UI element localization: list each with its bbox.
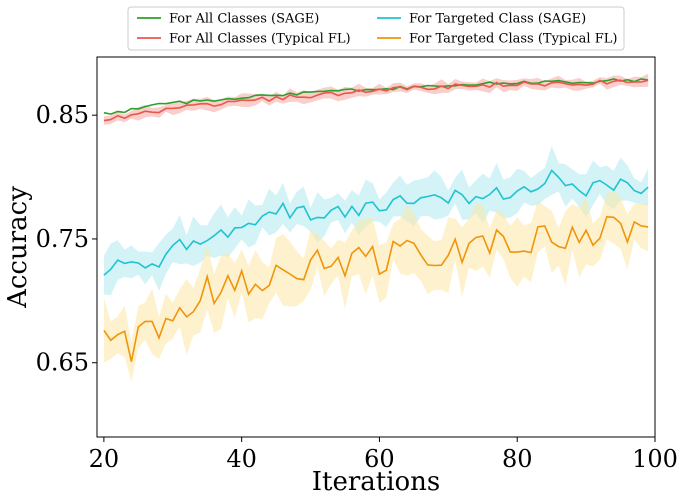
legend-entry-0: For All Classes (SAGE) — [169, 12, 319, 27]
x-tick-label: 20 — [89, 445, 120, 473]
x-tick-label: 40 — [226, 445, 257, 473]
legend-entry-2: For Targeted Class (SAGE) — [409, 12, 586, 27]
y-axis-ticks: 0.65 0.75 0.85 — [36, 101, 97, 377]
y-tick-label: 0.75 — [36, 225, 89, 253]
legend: For All Classes (SAGE) For All Classes (T… — [127, 6, 625, 51]
plot-frame — [96, 56, 656, 438]
x-axis-ticks: 20 40 60 80 100 — [89, 437, 678, 473]
series-line-2 — [103, 169, 649, 276]
y-axis-label: Accuracy — [3, 186, 33, 309]
x-axis-label: Iterations — [312, 467, 441, 497]
x-tick-label: 100 — [632, 445, 678, 473]
y-tick-label: 0.65 — [36, 349, 89, 377]
x-tick-label: 80 — [502, 445, 533, 473]
confidence-bands — [103, 73, 649, 382]
legend-entry-3: For Targeted Class (Typical FL) — [409, 32, 617, 47]
legend-entry-1: For All Classes (Typical FL) — [169, 32, 351, 47]
series-line-1 — [103, 79, 649, 122]
band-3 — [103, 191, 649, 382]
x-tick-label: 60 — [364, 445, 395, 473]
legend-box — [127, 6, 625, 51]
y-tick-label: 0.85 — [36, 101, 89, 129]
series-lines — [103, 78, 649, 362]
series-line-3 — [103, 215, 649, 362]
band-1 — [103, 73, 649, 125]
band-2 — [103, 145, 649, 296]
